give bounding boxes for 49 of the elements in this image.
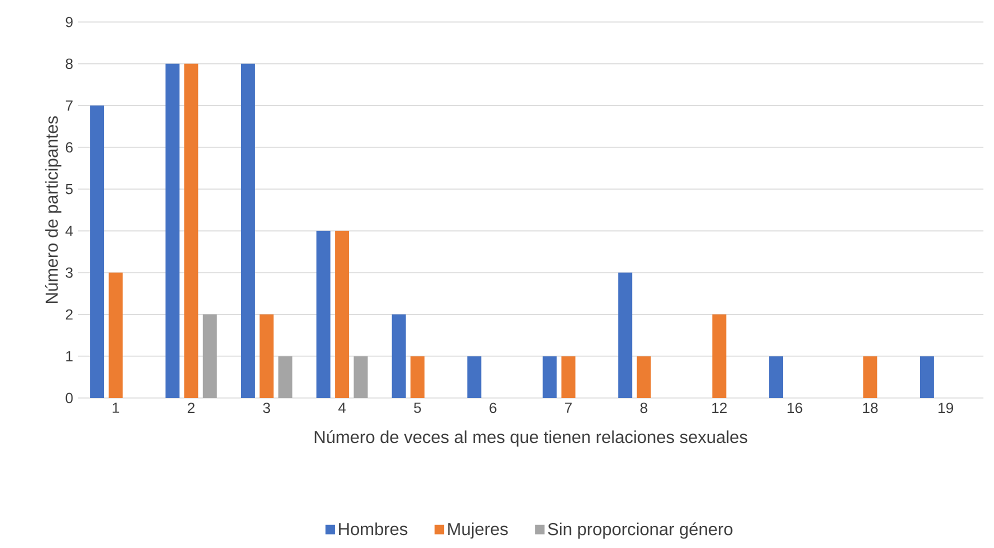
- bar: [561, 356, 576, 398]
- y-tick-label: 2: [66, 309, 73, 320]
- bar: [392, 314, 406, 398]
- bar: [202, 314, 217, 398]
- bar: [278, 356, 292, 398]
- x-tick-label: 4: [338, 402, 346, 413]
- x-tick-label: 5: [414, 402, 421, 413]
- x-tick-label: 19: [938, 402, 954, 414]
- y-axis-title: Número de participantes: [44, 116, 62, 303]
- y-tick-label: 0: [66, 392, 73, 404]
- bar: [542, 356, 557, 398]
- bar: [636, 356, 651, 398]
- bar: [166, 64, 180, 398]
- y-tick-label: 4: [65, 226, 73, 236]
- bar: [184, 64, 198, 398]
- bar: [618, 272, 632, 398]
- x-tick-label: 16: [788, 402, 802, 414]
- y-tick-label: 8: [66, 58, 73, 69]
- x-tick-label: 7: [565, 402, 572, 413]
- bar: [316, 230, 330, 398]
- y-tick-label: 3: [66, 267, 73, 278]
- x-tick-label: 6: [490, 402, 496, 414]
- bar: [863, 356, 878, 398]
- y-tick-label: 6: [66, 142, 73, 153]
- x-tick-label: 3: [263, 402, 270, 414]
- legend-label: Sin proporcionar género: [548, 522, 732, 539]
- bar: [240, 64, 255, 398]
- bar: [712, 314, 726, 398]
- bar: [260, 314, 274, 398]
- x-tick-label: 12: [712, 402, 727, 413]
- legend-label: Mujeres: [448, 522, 508, 539]
- x-axis-title: Número de veces al mes que tienen relaciones sexuales: [314, 430, 748, 447]
- bar: [920, 356, 934, 398]
- y-tick-label: 5: [66, 184, 73, 194]
- y-tick-label: 7: [66, 100, 73, 111]
- bar: [335, 230, 350, 398]
- legend-label: Hombres: [339, 522, 408, 536]
- bar: [108, 272, 123, 398]
- x-tick-label: 18: [863, 402, 878, 414]
- x-tick-label: 2: [188, 402, 195, 413]
- y-tick-label: 1: [66, 351, 73, 362]
- x-tick-label: 1: [112, 402, 120, 413]
- bar: [769, 356, 784, 398]
- x-tick-label: 8: [640, 402, 648, 414]
- y-tick-label: 9: [66, 16, 73, 28]
- bar: [410, 356, 425, 398]
- bar: [354, 356, 368, 398]
- bar: [467, 356, 482, 398]
- bar: [90, 106, 104, 398]
